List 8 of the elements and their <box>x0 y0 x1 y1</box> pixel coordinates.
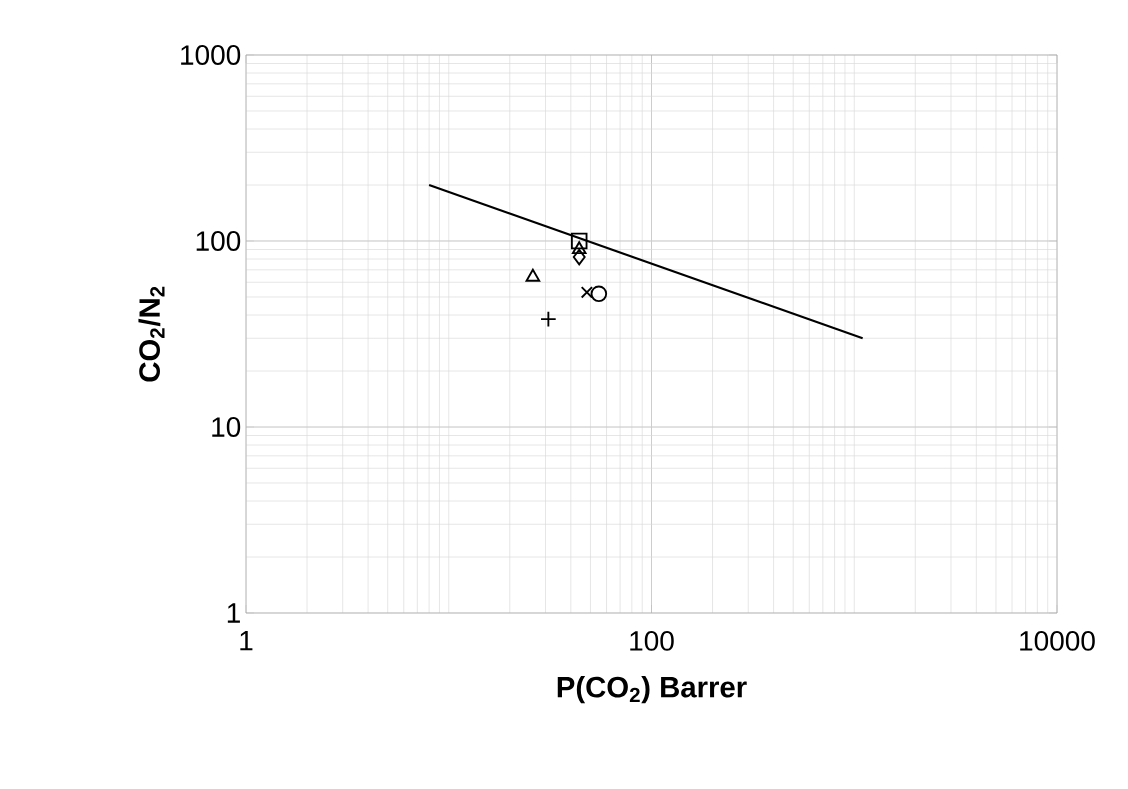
y-tick-label: 1 <box>227 603 240 623</box>
y-tick-label: 1000 <box>181 45 241 65</box>
y-tick-label: 10 <box>212 417 241 437</box>
y-tick-label: 100 <box>196 231 241 251</box>
x-axis-title: P(CO$_{2}$) Barrer <box>557 676 747 704</box>
x-tick-label: 100 <box>630 631 674 651</box>
y-axis-title: CO$_{2}$/N$_{2}$ <box>138 286 165 382</box>
x-tick-label: 10000 <box>1020 631 1095 651</box>
